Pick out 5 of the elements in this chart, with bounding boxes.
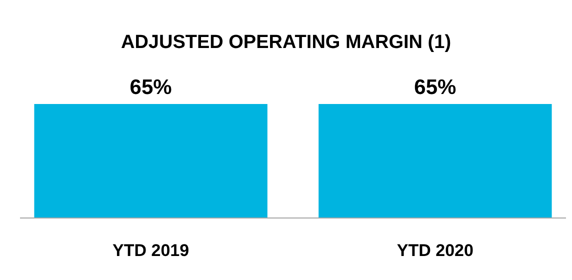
- chart-title: ADJUSTED OPERATING MARGIN (1): [120, 32, 452, 53]
- data-label: 65%: [130, 76, 172, 99]
- x-tick-label: YTD 2019: [112, 241, 190, 260]
- x-tick-label: YTD 2020: [396, 241, 474, 260]
- data-label: 65%: [414, 76, 457, 99]
